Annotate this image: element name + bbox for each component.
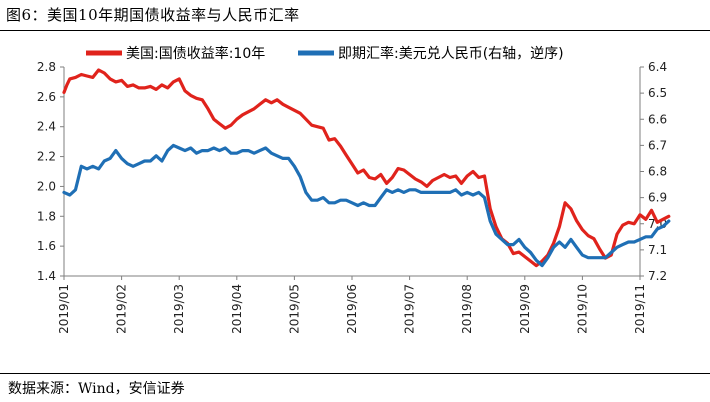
x-tick-label: 2019/06 [345, 284, 359, 334]
legend-label-us-yield: 美国:国债收益率:10年 [126, 45, 265, 62]
left-tick-label: 2.8 [37, 60, 56, 74]
x-tick-label: 2019/04 [230, 284, 244, 334]
x-tick-label: 2019/02 [115, 284, 129, 334]
chart-svg: 美国:国债收益率:10年 即期汇率:美元兑人民币(右轴，逆序) 1.41.61.… [37, 45, 671, 334]
left-tick-label: 1.8 [37, 209, 56, 223]
x-tick-label: 2019/03 [172, 284, 186, 334]
right-tick-label: 6.4 [648, 60, 667, 74]
source-note: 数据来源：Wind，安信证券 [8, 381, 185, 397]
right-tick-label: 6.5 [648, 86, 667, 100]
right-tick-label: 7.1 [648, 243, 667, 257]
series-lines [62, 68, 671, 268]
legend: 美国:国债收益率:10年 即期汇率:美元兑人民币(右轴，逆序) [86, 45, 564, 62]
x-tick-label: 2019/05 [287, 284, 301, 334]
right-tick-label: 6.6 [648, 112, 667, 126]
x-tick-label: 2019/01 [57, 284, 71, 334]
x-tick-label: 2019/09 [518, 284, 532, 334]
right-tick-label: 7.2 [648, 269, 667, 283]
right-tick-label: 6.7 [648, 138, 667, 152]
left-tick-label: 2.2 [37, 150, 56, 164]
left-tick-label: 1.6 [37, 239, 56, 253]
series-line-usdcny [62, 143, 671, 268]
left-tick-label: 1.4 [37, 269, 56, 283]
left-tick-label: 2.6 [37, 90, 56, 104]
x-tick-label: 2019/08 [460, 284, 474, 334]
legend-label-usdcny: 即期汇率:美元兑人民币(右轴，逆序) [338, 45, 564, 62]
left-tick-label: 2.0 [37, 179, 56, 193]
figure-title: 图6：美国10年期国债收益率与人民币汇率 [6, 6, 300, 24]
x-tick-label: 2019/11 [633, 284, 647, 334]
right-tick-label: 6.9 [648, 191, 667, 205]
axes: 1.4 1.6 1.8 2.0 2.2 2.4 2.6 2.8 6.4 6.5 6.6 6.7 6.8 6… [37, 60, 667, 334]
source-divider [0, 373, 710, 374]
x-tick-label: 2019/10 [575, 284, 589, 334]
left-tick-label: 2.4 [37, 120, 56, 134]
right-tick-label: 6.8 [648, 165, 667, 179]
title-divider [0, 30, 710, 31]
x-tick-label: 2019/07 [403, 284, 417, 334]
series-line-us-yield [62, 68, 671, 268]
